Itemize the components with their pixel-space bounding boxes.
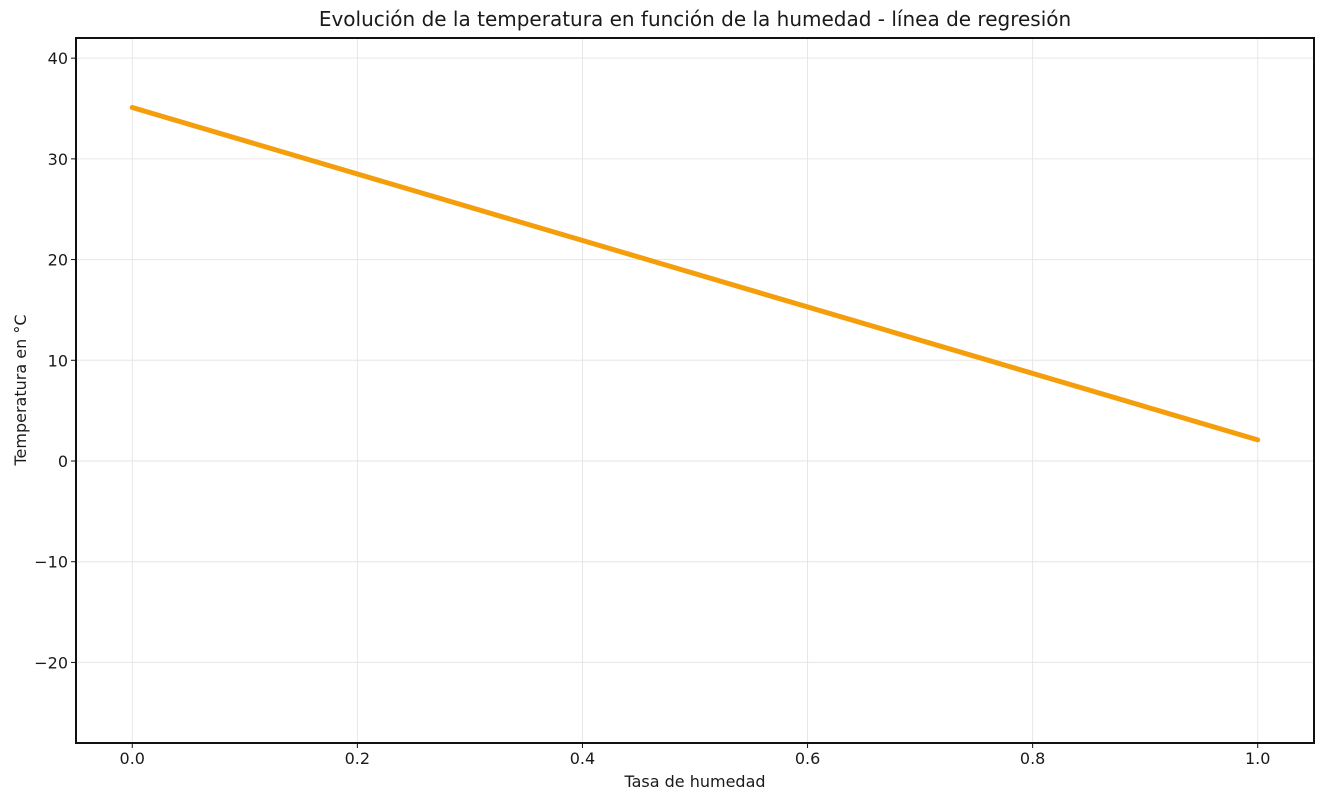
plot-frame (75, 37, 1315, 744)
x-tick-label: 1.0 (1245, 749, 1270, 768)
y-tick-label: 20 (48, 251, 68, 270)
y-tick-label: 30 (48, 150, 68, 169)
y-tick-label: 0 (58, 452, 68, 471)
series-layer (129, 104, 1261, 443)
y-axis-label: Temperatura en °C (11, 315, 30, 467)
x-tick-label: 0.2 (345, 749, 370, 768)
x-axis-label: Tasa de humedad (623, 772, 765, 791)
chart-title: Evolución de la temperatura en función d… (319, 7, 1071, 31)
x-tick-label: 0.4 (570, 749, 595, 768)
y-tick-label: 40 (48, 49, 68, 68)
y-tick-label: −20 (34, 653, 68, 672)
y-tick-label: −10 (34, 553, 68, 572)
x-axis: 0.0 0.2 0.4 0.6 0.8 1.0 (120, 743, 1270, 768)
x-tick-label: 0.0 (120, 749, 145, 768)
y-tick-label: 10 (48, 351, 68, 370)
x-tick-label: 0.6 (795, 749, 820, 768)
grid (76, 38, 1314, 743)
x-tick-label: 0.8 (1020, 749, 1045, 768)
y-axis: −20 −10 0 10 20 30 40 (34, 49, 76, 672)
regression-line (129, 104, 1261, 443)
